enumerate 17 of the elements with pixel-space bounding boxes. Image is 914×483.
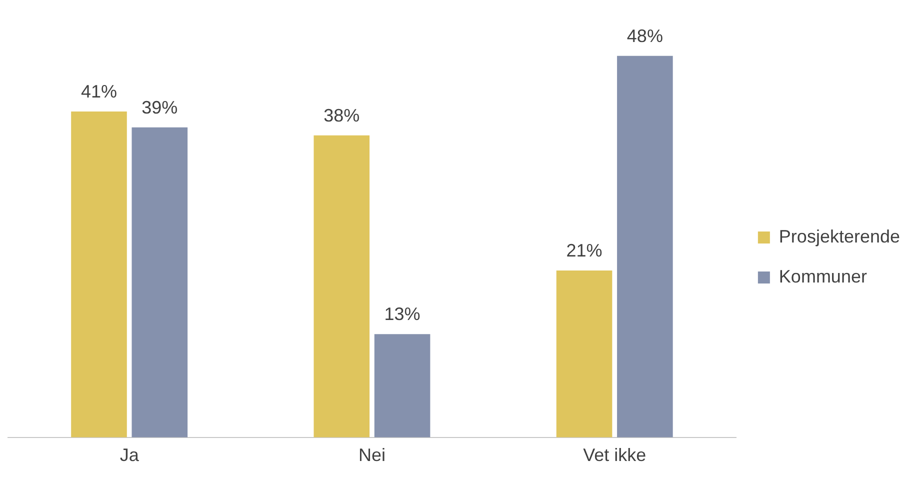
data-label: 48% (626, 26, 663, 46)
bar (132, 127, 188, 438)
legend-label: Kommuner (778, 266, 867, 286)
data-label: 21% (566, 240, 602, 260)
data-label: 41% (80, 82, 118, 102)
data-label: 38% (324, 105, 360, 126)
x-tick-label: Nei (358, 445, 386, 466)
bar (71, 112, 127, 438)
bar (556, 270, 612, 438)
legend-label: Prosjekterende (778, 226, 900, 246)
x-tick-label: Ja (120, 445, 140, 466)
data-label: 13% (384, 304, 420, 324)
bar (617, 56, 673, 438)
bar (374, 334, 430, 438)
bar (314, 135, 370, 438)
x-tick-label: Vet ikke (583, 445, 646, 466)
data-label: 39% (142, 97, 178, 118)
